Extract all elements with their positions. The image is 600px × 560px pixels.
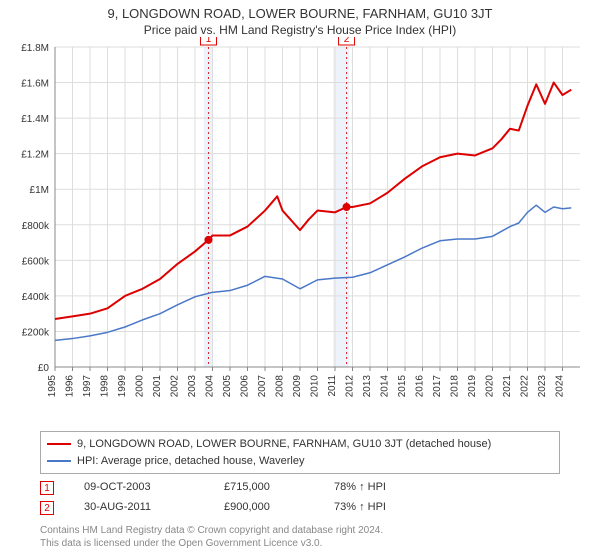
marker-price: £715,000: [224, 478, 304, 498]
svg-text:2012: 2012: [345, 375, 356, 398]
svg-text:2000: 2000: [135, 375, 146, 398]
svg-text:2024: 2024: [555, 375, 566, 398]
svg-text:1995: 1995: [47, 375, 58, 398]
svg-text:1: 1: [206, 37, 212, 45]
svg-text:2019: 2019: [467, 375, 478, 398]
legend-label: 9, LONGDOWN ROAD, LOWER BOURNE, FARNHAM,…: [77, 436, 491, 453]
svg-text:1997: 1997: [82, 375, 93, 398]
svg-text:2: 2: [344, 37, 350, 45]
attribution-footer: Contains HM Land Registry data © Crown c…: [40, 524, 560, 550]
svg-text:£1M: £1M: [30, 185, 49, 196]
svg-text:2003: 2003: [187, 375, 198, 398]
marker-row: 2 30-AUG-2011 £900,000 73% ↑ HPI: [40, 498, 560, 518]
footer-line: This data is licensed under the Open Gov…: [40, 537, 560, 550]
marker-number-box: 2: [40, 501, 54, 515]
marker-hpi: 78% ↑ HPI: [334, 478, 434, 498]
chart-area: £0 £200k £400k £600k £800k £1M £1.2M £1.4M £1.6M…: [0, 37, 600, 427]
svg-text:2006: 2006: [240, 375, 251, 398]
chart-titles: 9, LONGDOWN ROAD, LOWER BOURNE, FARNHAM,…: [0, 0, 600, 37]
marker-hpi: 73% ↑ HPI: [334, 498, 434, 518]
svg-text:2007: 2007: [257, 375, 268, 398]
svg-text:2010: 2010: [310, 375, 321, 398]
footer-line: Contains HM Land Registry data © Crown c…: [40, 524, 560, 537]
svg-text:2011: 2011: [327, 375, 338, 397]
svg-text:£400k: £400k: [22, 292, 50, 303]
svg-text:2020: 2020: [485, 375, 496, 398]
svg-text:£1.6M: £1.6M: [21, 79, 49, 90]
svg-text:2017: 2017: [432, 375, 443, 398]
svg-text:2008: 2008: [275, 375, 286, 398]
svg-text:2004: 2004: [205, 375, 216, 398]
svg-text:£1.2M: £1.2M: [21, 150, 49, 161]
legend-item: 9, LONGDOWN ROAD, LOWER BOURNE, FARNHAM,…: [47, 436, 553, 453]
svg-text:1996: 1996: [65, 375, 76, 398]
title-line1: 9, LONGDOWN ROAD, LOWER BOURNE, FARNHAM,…: [0, 6, 600, 21]
svg-text:£800k: £800k: [22, 221, 50, 232]
svg-text:2018: 2018: [450, 375, 461, 398]
legend-label: HPI: Average price, detached house, Wave…: [77, 453, 304, 470]
line-chart: £0 £200k £400k £600k £800k £1M £1.2M £1.4M £1.6M…: [0, 37, 600, 427]
marker-table: 1 09-OCT-2003 £715,000 78% ↑ HPI 2 30-AU…: [40, 478, 560, 518]
svg-text:2022: 2022: [520, 375, 531, 398]
svg-text:2009: 2009: [292, 375, 303, 398]
svg-text:2021: 2021: [502, 375, 513, 398]
svg-text:£1.8M: £1.8M: [21, 43, 49, 54]
svg-text:2002: 2002: [170, 375, 181, 398]
svg-text:2015: 2015: [397, 375, 408, 398]
svg-text:2023: 2023: [537, 375, 548, 398]
legend-swatch: [47, 460, 71, 462]
svg-text:2001: 2001: [152, 375, 163, 398]
svg-text:2013: 2013: [362, 375, 373, 398]
legend-item: HPI: Average price, detached house, Wave…: [47, 453, 553, 470]
svg-text:£600k: £600k: [22, 256, 50, 267]
marker-date: 30-AUG-2011: [84, 498, 194, 518]
title-line2: Price paid vs. HM Land Registry's House …: [0, 23, 600, 37]
marker-number-box: 1: [40, 481, 54, 495]
svg-text:£200k: £200k: [22, 327, 50, 338]
svg-text:2014: 2014: [380, 375, 391, 398]
svg-text:1998: 1998: [100, 375, 111, 398]
svg-text:£0: £0: [38, 363, 50, 374]
svg-text:2005: 2005: [222, 375, 233, 398]
marker-date: 09-OCT-2003: [84, 478, 194, 498]
svg-text:£1.4M: £1.4M: [21, 114, 49, 125]
svg-text:1999: 1999: [117, 375, 128, 398]
marker-row: 1 09-OCT-2003 £715,000 78% ↑ HPI: [40, 478, 560, 498]
legend-swatch: [47, 443, 71, 445]
legend-box: 9, LONGDOWN ROAD, LOWER BOURNE, FARNHAM,…: [40, 431, 560, 474]
svg-text:2016: 2016: [415, 375, 426, 398]
marker-price: £900,000: [224, 498, 304, 518]
